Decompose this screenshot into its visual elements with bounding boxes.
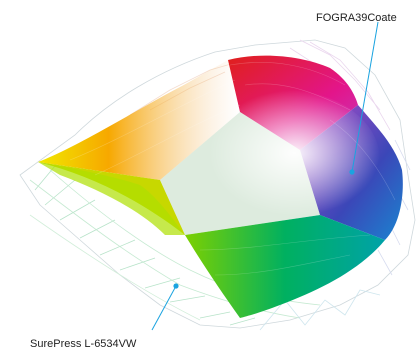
fogra-marker-dot — [349, 169, 355, 175]
surepress-marker-dot — [173, 283, 179, 289]
surepress-label: SurePress L-6534VW — [30, 338, 137, 347]
surepress-leader — [151, 283, 179, 331]
fogra-label: FOGRA39Coate — [316, 12, 397, 24]
fogra-solid — [38, 55, 403, 318]
fogra-leader — [349, 21, 379, 175]
